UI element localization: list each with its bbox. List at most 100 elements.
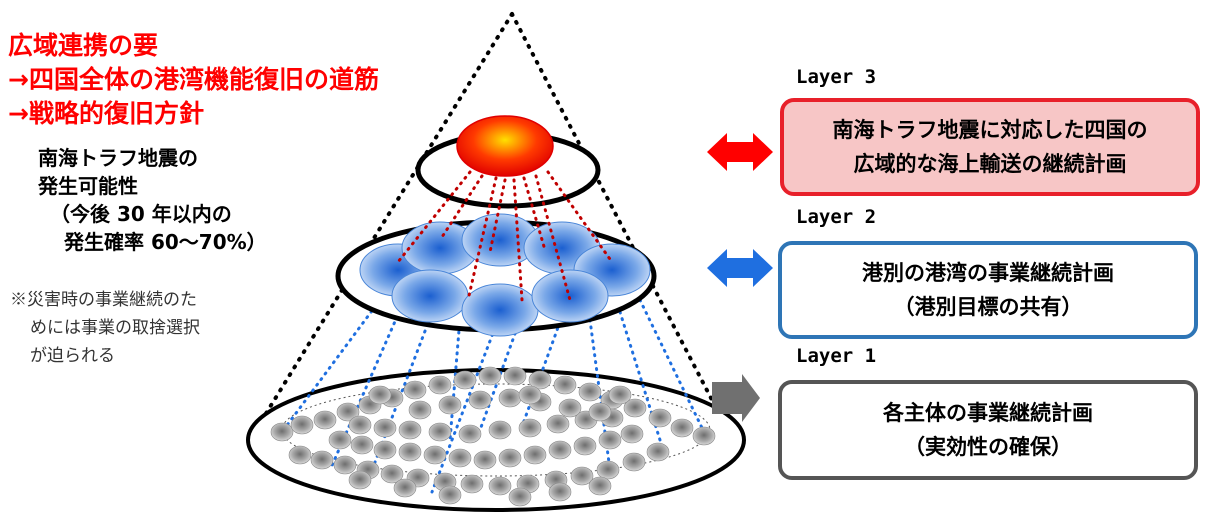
layer1-box-line-1: 各主体の事業継続計画 [883, 401, 1093, 425]
layer1-node [408, 400, 432, 420]
layer2-node [461, 283, 539, 337]
layer3-box-line-1: 南海トラフ地震に対応した四国の [832, 118, 1148, 142]
layer1-node [290, 415, 314, 435]
layer1-node [588, 476, 612, 496]
layer2-box-line-2: （港別目標の共有） [893, 295, 1083, 319]
layer1-node [528, 370, 552, 390]
layer1-node [488, 476, 512, 496]
layer1-node [373, 440, 397, 460]
layer3-box: 南海トラフ地震に対応した四国の 広域的な海上輸送の継続計画 [780, 98, 1200, 196]
layer1-node [623, 398, 647, 418]
layer1-node [423, 445, 447, 465]
layer2-box: 港別の港湾の事業継続計画 （港別目標の共有） [778, 241, 1198, 339]
layer1-node [648, 408, 672, 428]
layer1-node [438, 485, 462, 505]
layer1-node [333, 455, 357, 475]
layer1-node [473, 450, 497, 470]
layer1-node [380, 464, 404, 484]
layer1-nodes [270, 366, 716, 507]
layer1-node [328, 430, 352, 450]
layer1-node [448, 448, 472, 468]
layer1-node [428, 375, 452, 395]
layer2-label: Layer 2 [796, 206, 877, 228]
pyramid-right-edge [510, 12, 714, 402]
layer1-node [588, 402, 612, 422]
layer1-node [368, 385, 392, 405]
layer1-node [622, 452, 646, 472]
layer1-node [598, 430, 622, 450]
layer2-box-line-1: 港別の港湾の事業継続計画 [862, 261, 1114, 285]
layer1-node [270, 422, 294, 442]
layer1-node [398, 442, 422, 462]
layer3-double-arrow-icon [707, 133, 773, 171]
layer1-node [310, 450, 334, 470]
heading-line-2: →四国全体の港湾機能復旧の道筋 [8, 65, 379, 94]
heading-block: 広域連携の要 →四国全体の港湾機能復旧の道筋 →戦略的復旧方針 [8, 29, 379, 131]
layer1-node [350, 435, 374, 455]
probability-line-2: 発生可能性 [38, 174, 138, 198]
layer1-node [313, 410, 337, 430]
probability-line-3: （今後 30 年以内の [50, 202, 232, 226]
layer2-node [531, 269, 609, 323]
layer1-arrow-icon [712, 374, 760, 422]
layer1-node [692, 426, 716, 446]
layer1-node [503, 366, 527, 386]
layer2-double-arrow-icon [707, 249, 773, 287]
layer1-node [478, 366, 502, 386]
layer3-core-node [456, 115, 554, 177]
layer1-node [403, 380, 427, 400]
layer1-label: Layer 1 [796, 345, 877, 367]
layer1-node [393, 478, 417, 498]
layer1-node [518, 418, 542, 438]
layer1-node [518, 385, 542, 405]
note-line-3: が迫られる [30, 346, 115, 366]
layer1-node [558, 398, 582, 418]
layer3-label: Layer 3 [796, 66, 877, 88]
layer1-node [670, 418, 694, 438]
layer1-node [348, 415, 372, 435]
layer1-node [468, 390, 492, 410]
layer1-box: 各主体の事業継続計画 （実効性の確保） [778, 380, 1198, 480]
layer1-node [428, 422, 452, 442]
layer1-node [548, 440, 572, 460]
layer1-node [498, 448, 522, 468]
layer3-to-layer2-connectors [396, 170, 614, 302]
heading-line-1: 広域連携の要 [8, 31, 159, 60]
layer1-node [288, 445, 312, 465]
layer1-node [553, 375, 577, 395]
layer1-node [523, 445, 547, 465]
layer1-node [460, 474, 484, 494]
probability-line-1: 南海トラフ地震の [38, 146, 198, 170]
layer1-node [373, 418, 397, 438]
layer1-node [438, 395, 462, 415]
note-block: ※災害時の事業継続のた めには事業の取捨選択 が迫られる [10, 286, 200, 370]
layer1-node [578, 382, 602, 402]
note-line-2: めには事業の取捨選択 [30, 318, 200, 338]
layer1-node [488, 420, 512, 440]
probability-line-4: 発生確率 60～70%） [64, 230, 267, 254]
layer1-node [458, 424, 482, 444]
layer1-node [546, 414, 570, 434]
layer3-box-line-2: 広域的な海上輸送の継続計画 [853, 152, 1127, 176]
layer2-node [391, 269, 469, 323]
layer1-node [620, 424, 644, 444]
layer1-node [508, 487, 532, 507]
layer1-node [336, 402, 360, 422]
note-line-1: ※災害時の事業継続のた [10, 290, 197, 310]
layer1-node [498, 388, 522, 408]
layer2-nodes [359, 213, 651, 337]
pyramid-left-edge [260, 12, 514, 422]
layer1-node [608, 385, 632, 405]
layer1-box-line-2: （実効性の確保） [904, 435, 1072, 459]
layer1-node [570, 466, 594, 486]
layer1-node [548, 482, 572, 502]
layer1-node [453, 370, 477, 390]
layer1-node [573, 436, 597, 456]
layer1-node [398, 420, 422, 440]
heading-line-3: →戦略的復旧方針 [8, 99, 204, 128]
layer1-node [348, 470, 372, 490]
layer1-node [646, 442, 670, 462]
layer1-node [596, 460, 620, 480]
earthquake-probability-block: 南海トラフ地震の 発生可能性 （今後 30 年以内の 発生確率 60～70%） [38, 144, 267, 256]
